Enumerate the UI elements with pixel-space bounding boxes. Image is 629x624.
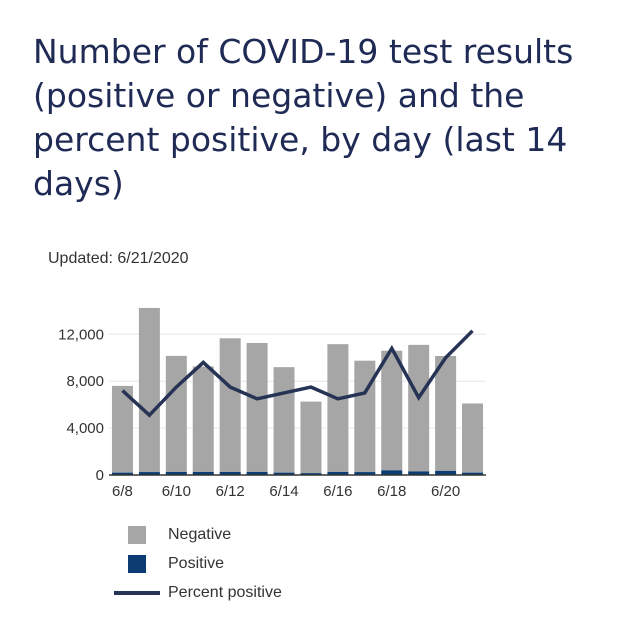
legend-label-negative: Negative <box>168 525 232 543</box>
bar-positive <box>192 471 214 475</box>
bar-negative <box>354 360 376 473</box>
bar-negative <box>435 356 457 471</box>
legend-swatch-positive <box>128 554 146 573</box>
chart-title: Number of COVID-19 test results (positiv… <box>33 32 574 203</box>
x-tick-label: 6/14 <box>269 483 298 500</box>
bar-negative <box>381 350 403 471</box>
x-tick-label: 6/16 <box>323 483 352 500</box>
bar-negative <box>246 342 268 472</box>
x-tick-label: 6/20 <box>431 483 460 500</box>
legend-label-percent-positive: Percent positive <box>168 583 282 601</box>
legend-swatch-negative <box>128 525 146 544</box>
legend-item-percent-positive: Percent positive <box>114 578 282 607</box>
legend-label-positive: Positive <box>168 554 225 572</box>
bar-negative <box>408 344 430 472</box>
x-tick-label: 6/12 <box>216 483 245 500</box>
bar-positive <box>111 472 133 475</box>
bar-positive <box>165 471 187 475</box>
bar-negative <box>327 344 349 472</box>
legend-swatch-percent-positive <box>114 590 160 595</box>
x-tick-label: 6/8 <box>112 483 133 500</box>
bar-positive <box>435 470 457 475</box>
bar-positive <box>246 471 268 475</box>
legend-item-negative: Negative <box>114 520 282 549</box>
bar-negative <box>462 403 484 473</box>
bar-negative <box>300 401 322 474</box>
y-tick-label: 12,000 <box>58 326 104 343</box>
x-tick-label: 6/10 <box>162 483 191 500</box>
chart-area: 0 4,000 8,000 12,000 6/8 6/10 6/12 6/14 6/16 6/18… <box>58 307 486 500</box>
bar-positive <box>327 471 349 475</box>
bar-negative <box>192 366 214 472</box>
percent-positive-line <box>121 329 474 418</box>
bar-positive <box>408 471 430 475</box>
bar-positive <box>300 473 322 475</box>
bar-positive <box>354 472 376 475</box>
bar-positive <box>381 470 403 475</box>
bar-negative <box>138 307 160 473</box>
x-tick-label: 6/18 <box>377 483 406 500</box>
bar-positive <box>462 472 484 475</box>
bar-negative <box>165 355 187 472</box>
bar-negative <box>111 385 133 473</box>
bar-negative <box>273 367 295 473</box>
bar-positive <box>273 472 295 475</box>
updated-date: Updated: 6/21/2020 <box>48 250 189 267</box>
legend: Negative Positive Percent positive <box>114 520 282 607</box>
legend-item-positive: Positive <box>114 549 282 578</box>
bar-negative <box>219 338 241 472</box>
bar-positive <box>219 471 241 475</box>
y-tick-label: 4,000 <box>66 420 104 437</box>
y-tick-label: 8,000 <box>66 373 104 390</box>
bar-positive <box>138 472 160 475</box>
y-tick-label: 0 <box>96 467 104 484</box>
